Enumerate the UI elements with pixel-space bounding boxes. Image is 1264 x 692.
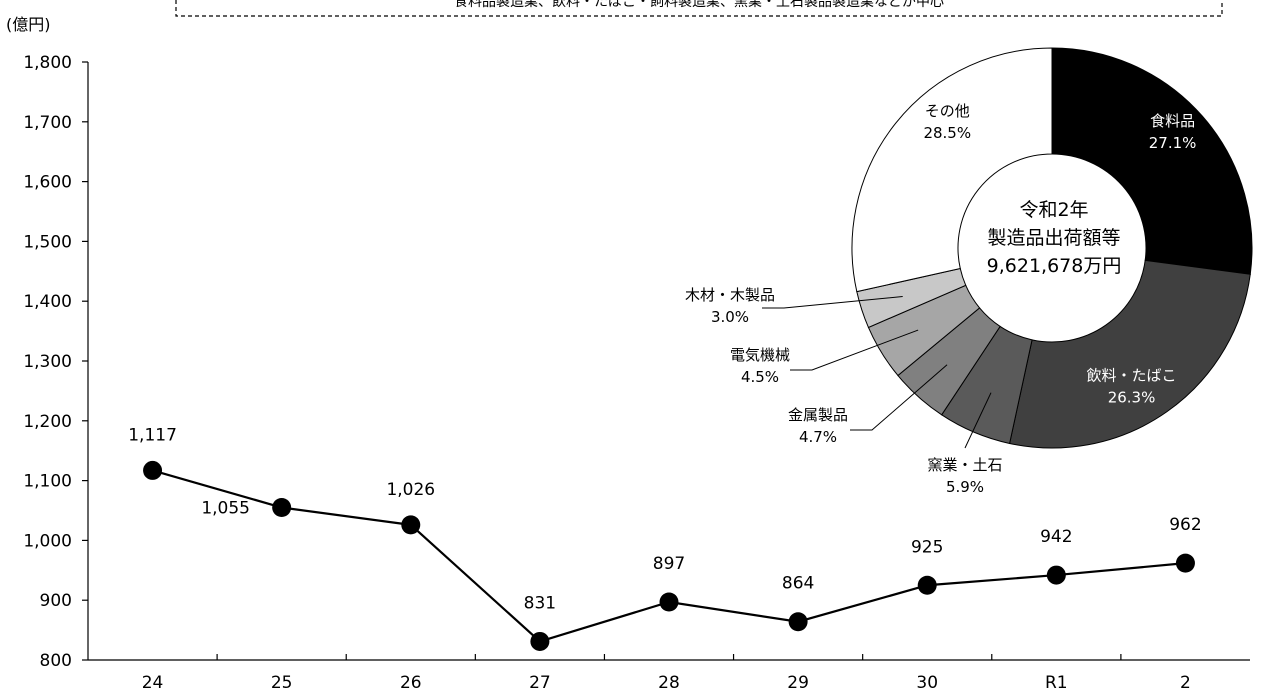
y-tick-label: 1,400	[23, 292, 72, 312]
slice-label-name: 窯業・土石	[927, 456, 1002, 474]
y-tick-label: 1,600	[23, 173, 72, 193]
y-tick-label: 1,100	[23, 472, 72, 492]
donut-center-text: 9,621,678万円	[987, 255, 1122, 277]
y-tick-label: 1,000	[23, 531, 72, 551]
data-point	[659, 592, 679, 612]
slice-label-name: 飲料・たばこ	[1087, 366, 1177, 384]
data-point	[1175, 553, 1195, 573]
slice-label-name: 木材・木製品	[685, 286, 775, 304]
x-tick-label: R1	[1045, 673, 1068, 692]
y-tick-label: 1,800	[23, 53, 72, 73]
data-point	[401, 515, 421, 535]
y-tick-label: 900	[40, 591, 72, 611]
y-tick-label: 1,300	[23, 352, 72, 372]
data-label: 925	[911, 537, 943, 557]
slice-label-value: 26.3%	[1108, 388, 1156, 406]
slice-label-value: 5.9%	[946, 478, 984, 496]
slice-label-value: 4.5%	[741, 368, 779, 386]
leader-line	[964, 392, 992, 449]
data-point	[917, 575, 937, 595]
data-point	[788, 612, 808, 632]
slice-label-name: 金属製品	[788, 406, 848, 424]
header-banner: 食料品製造業、飲料・たばこ・飼料製造業、窯業・土石製品製造業などが中心	[175, 0, 1223, 17]
donut-slice	[851, 47, 1053, 293]
x-tick-label: 27	[529, 673, 551, 692]
data-point	[272, 498, 292, 518]
slice-label-value: 3.0%	[711, 308, 749, 326]
y-tick-label: 800	[40, 651, 72, 671]
slice-label-name: 電気機械	[730, 346, 790, 364]
y-tick-label: 1,700	[23, 113, 72, 133]
data-label: 942	[1040, 527, 1072, 547]
x-tick-label: 29	[787, 673, 809, 692]
line-chart: 800 900 1,000 1,100 1,200 1,300 1,400 1,500 1,60…	[23, 53, 1250, 692]
banner-text: 食料品製造業、飲料・たばこ・飼料製造業、窯業・土石製品製造業などが中心	[454, 0, 944, 10]
y-unit-label: (億円)	[6, 15, 51, 34]
leader-line	[850, 364, 948, 431]
data-label: 1,026	[386, 480, 435, 500]
x-tick-label: 26	[400, 673, 422, 692]
x-tick-label: 30	[916, 673, 938, 692]
x-tick-label: 25	[271, 673, 293, 692]
data-point	[143, 460, 163, 480]
data-label: 1,055	[201, 499, 250, 519]
data-point	[1046, 565, 1066, 585]
slice-label-name: 食料品	[1150, 112, 1195, 130]
y-tick-label: 1,200	[23, 412, 72, 432]
donut-slice	[1051, 47, 1253, 275]
donut-chart: 食料品 27.1% 飲料・たばこ 26.3% その他 28.5% 窯業・土石 5.9% 金属製品…	[685, 47, 1253, 496]
data-label: 864	[782, 574, 814, 594]
x-tick-label: 24	[142, 673, 164, 692]
slice-label-name: その他	[925, 102, 970, 120]
slice-label-value: 27.1%	[1149, 134, 1197, 152]
slice-label-value: 4.7%	[799, 428, 837, 446]
data-label: 897	[653, 554, 685, 574]
leader-line	[762, 296, 903, 309]
donut-center-text: 製造品出荷額等	[987, 227, 1120, 249]
leader-line	[790, 329, 919, 371]
y-tick-label: 1,500	[23, 232, 72, 252]
slice-label-value: 28.5%	[923, 124, 971, 142]
data-point	[530, 631, 550, 651]
x-tick-label: 2	[1180, 673, 1191, 692]
x-tick-label: 28	[658, 673, 680, 692]
donut-center-text: 令和2年	[1019, 199, 1088, 221]
donut-slice	[1009, 259, 1251, 449]
data-label: 1,117	[128, 425, 177, 445]
data-label: 831	[524, 593, 556, 613]
data-label: 962	[1169, 515, 1201, 535]
